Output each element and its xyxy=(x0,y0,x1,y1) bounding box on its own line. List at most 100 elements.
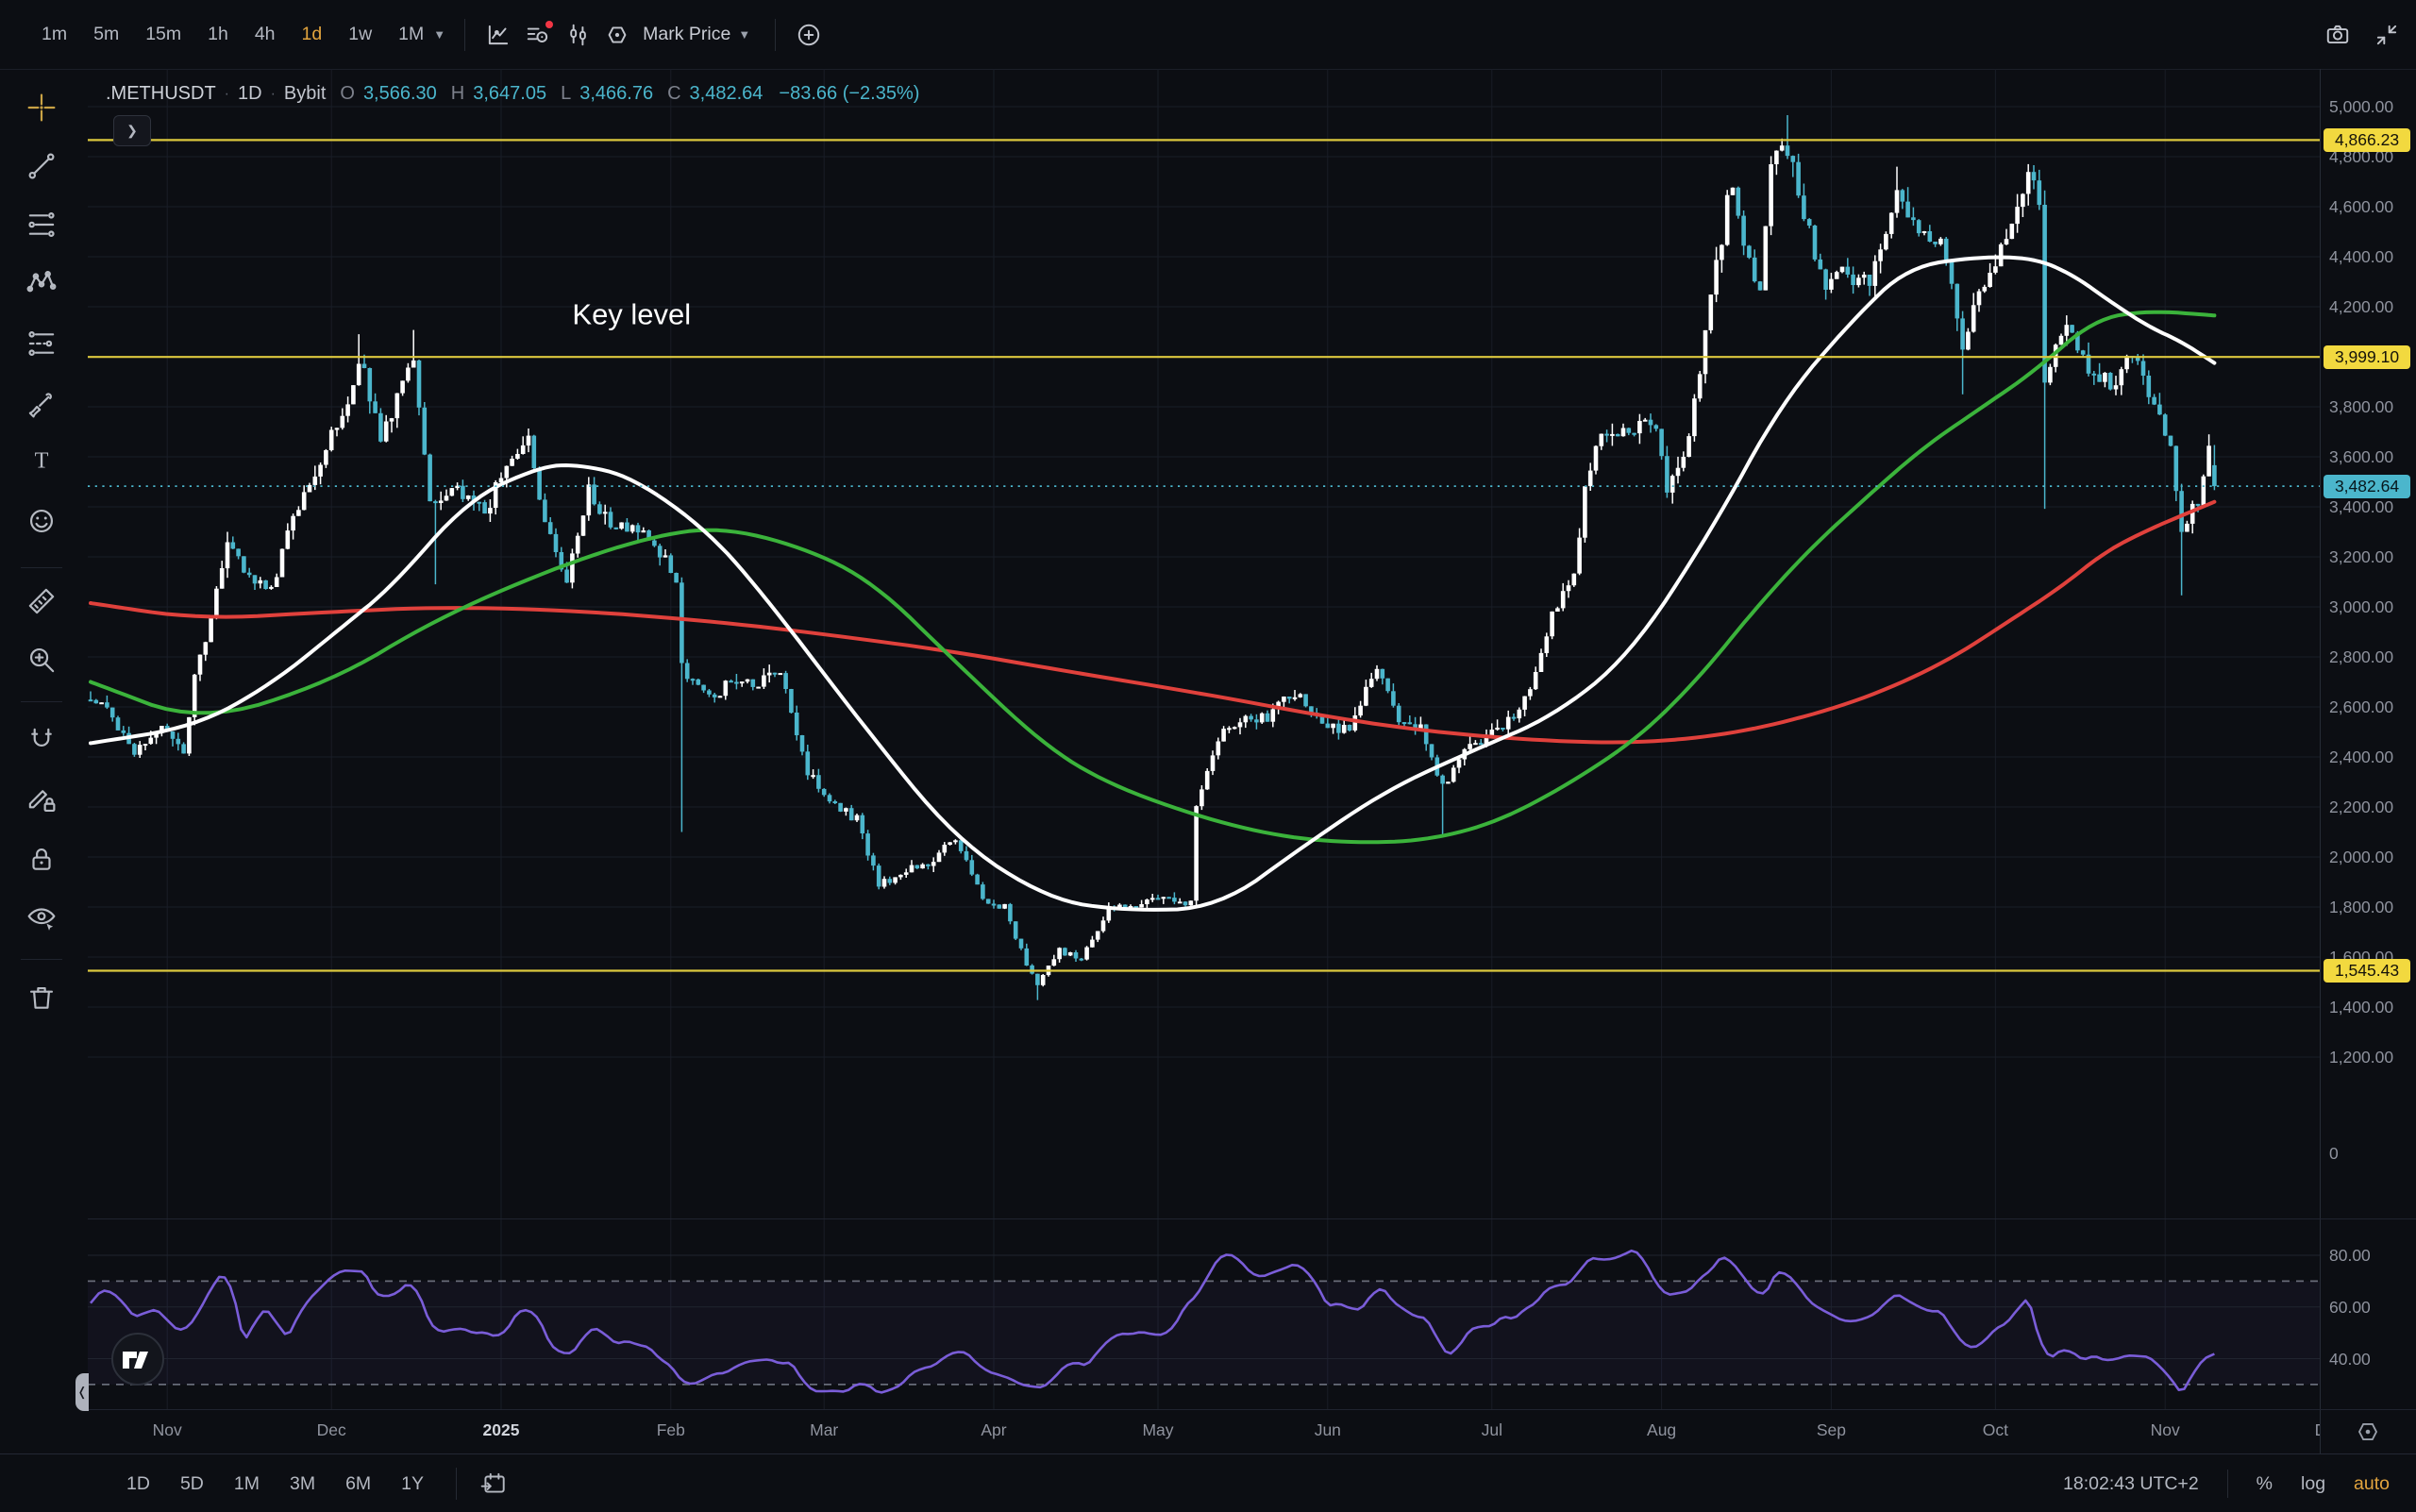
timeframe-5m[interactable]: 5m xyxy=(93,24,120,44)
forecast-tool[interactable] xyxy=(23,325,60,362)
trend-line-tool[interactable] xyxy=(23,147,60,185)
magnet-icon xyxy=(31,728,52,747)
indicators-alert-dot xyxy=(545,20,554,28)
mark-price-dropdown[interactable]: Mark Price ▼ xyxy=(643,24,756,45)
time-axis-label: Sep xyxy=(1816,1420,1846,1439)
price-axis-label: 2,200.00 xyxy=(2329,798,2394,816)
time-axis-label: Nov xyxy=(2150,1420,2180,1439)
time-axis-label: Feb xyxy=(656,1420,685,1439)
timeframe-4h[interactable]: 4h xyxy=(254,24,276,44)
time-axis-settings[interactable] xyxy=(2320,1409,2416,1453)
sidebar-divider xyxy=(21,567,62,568)
legend-interval[interactable]: 1D xyxy=(238,83,262,104)
zoom-in-icon xyxy=(29,647,55,673)
timeframe-1m[interactable]: 1m xyxy=(42,24,68,44)
emoji-tool[interactable] xyxy=(23,502,60,540)
tradingview-watermark xyxy=(111,1333,164,1386)
log-scale-toggle[interactable]: log xyxy=(2301,1472,2326,1494)
chevron-down-icon: ❯︎ xyxy=(126,123,138,138)
price-axis-label: 2,600.00 xyxy=(2329,697,2394,716)
range-1M[interactable]: 1M xyxy=(233,1472,260,1494)
price-axis-label: 1,800.00 xyxy=(2329,898,2394,916)
go-to-date-icon[interactable] xyxy=(474,1464,513,1504)
price-axis-label: 2,800.00 xyxy=(2329,647,2394,666)
text-icon: T xyxy=(35,447,49,473)
clock[interactable]: 18:02:43 UTC+2 xyxy=(2063,1472,2199,1494)
remove-all-tool[interactable] xyxy=(23,980,60,1017)
range-3M[interactable]: 3M xyxy=(289,1472,316,1494)
legend-collapse-button[interactable]: ❯︎ xyxy=(113,115,151,146)
timeframe-1d[interactable]: 1d xyxy=(301,24,323,44)
topbar-right-group xyxy=(2318,0,2407,69)
price-chart[interactable]: Key level xyxy=(88,69,2324,1409)
rsi-axis-label: 80.00 xyxy=(2329,1246,2371,1265)
price-level-badge: 1,545.43 xyxy=(2324,958,2410,983)
toolbar-divider xyxy=(456,1468,458,1500)
bottom-toolbar: 1D 5D 1M 3M 6M 1Y 18:02:43 UTC+2 % log auto xyxy=(0,1453,2416,1512)
xabcd-pattern-icon xyxy=(26,271,57,293)
high-value: 3,647.05 xyxy=(473,83,547,104)
mark-price-label: Mark Price xyxy=(643,24,731,44)
hide-all-tool[interactable] xyxy=(23,899,60,936)
indicators-icon[interactable] xyxy=(518,15,558,55)
range-5D[interactable]: 5D xyxy=(179,1472,204,1494)
timeframe-1M[interactable]: 1M xyxy=(398,24,425,44)
timeframe-15m[interactable]: 15m xyxy=(145,24,182,44)
close-label: C xyxy=(667,83,681,104)
price-source-icon[interactable] xyxy=(597,15,637,55)
time-axis-label: Nov xyxy=(152,1420,182,1439)
timeframe-menu-arrow-icon[interactable]: ▼ xyxy=(433,27,446,42)
price-axis-label: 3,600.00 xyxy=(2329,447,2394,466)
screenshot-icon[interactable] xyxy=(2318,15,2357,55)
toolbar-divider xyxy=(2226,1470,2228,1498)
brush-tool[interactable] xyxy=(23,385,60,423)
time-axis-label: 2025 xyxy=(482,1420,520,1439)
top-toolbar: 1m 5m 15m 1h 4h 1d 1w 1M ▼ Mark Price ▼ xyxy=(0,0,2416,70)
time-axis-label: Aug xyxy=(1647,1420,1677,1439)
price-axis-label: 4,200.00 xyxy=(2329,297,2394,316)
legend-exchange: Bybit xyxy=(283,83,327,104)
price-level-badge: 3,999.10 xyxy=(2324,344,2410,369)
price-axis-label: 1,400.00 xyxy=(2329,998,2394,1016)
text-tool[interactable]: T xyxy=(23,442,60,479)
chevron-left-icon: ❬︎ xyxy=(76,1385,88,1399)
add-icon[interactable] xyxy=(789,15,829,55)
pane-separator[interactable] xyxy=(88,1218,2416,1219)
range-1Y[interactable]: 1Y xyxy=(401,1472,425,1494)
time-axis-label: Dec xyxy=(316,1420,346,1439)
magnet-tool[interactable] xyxy=(23,722,60,760)
minimize-icon[interactable] xyxy=(2367,15,2407,55)
range-1D[interactable]: 1D xyxy=(126,1472,150,1494)
lock-all-tool[interactable] xyxy=(23,841,60,879)
range-6M[interactable]: 6M xyxy=(345,1472,372,1494)
time-axis-label: Jul xyxy=(1481,1420,1502,1439)
price-axis-label: 4,600.00 xyxy=(2329,197,2394,216)
chart-style-icon[interactable] xyxy=(478,15,518,55)
price-axis-label: 0 xyxy=(2329,1144,2339,1163)
auto-scale-toggle[interactable]: auto xyxy=(2354,1472,2390,1494)
symbol-name[interactable]: .METHUSDT xyxy=(106,83,216,104)
high-label: H xyxy=(450,83,465,104)
measure-tool[interactable] xyxy=(23,582,60,620)
percent-scale-toggle[interactable]: % xyxy=(2256,1472,2273,1494)
gear-hexagon-icon xyxy=(2357,1422,2378,1440)
xabcd-pattern-tool[interactable] xyxy=(23,264,60,302)
timeframe-group: 1m 5m 15m 1h 4h 1d 1w 1M ▼ Mark Price ▼ xyxy=(28,0,829,69)
ma-slow-red xyxy=(89,499,2217,745)
timeframe-1h[interactable]: 1h xyxy=(208,24,228,44)
time-axis[interactable]: Nov Dec 2025 Feb Mar Apr May Jun Jul Aug Sep Oct Nov… xyxy=(88,1409,2320,1453)
drawing-lock-tool[interactable] xyxy=(23,781,60,819)
symbol-legend[interactable]: .METHUSDT · 1D · Bybit O 3,566.30 H 3,64… xyxy=(106,83,919,105)
zoom-in-tool[interactable] xyxy=(23,641,60,679)
fib-retracement-tool[interactable] xyxy=(23,206,60,244)
object-tree-handle[interactable]: ❬︎ xyxy=(76,1373,89,1411)
crosshair-tool[interactable] xyxy=(23,89,60,126)
timeframe-1w[interactable]: 1w xyxy=(348,24,373,44)
price-axis[interactable]: 5,000.00 4,800.00 4,600.00 4,400.00 4,200.00… xyxy=(2320,69,2416,1409)
compare-icon[interactable] xyxy=(558,15,597,55)
price-level-badge: 4,866.23 xyxy=(2324,127,2410,152)
lock-all-icon xyxy=(32,848,51,870)
brush-icon xyxy=(28,393,52,418)
low-value: 3,466.76 xyxy=(579,83,654,104)
